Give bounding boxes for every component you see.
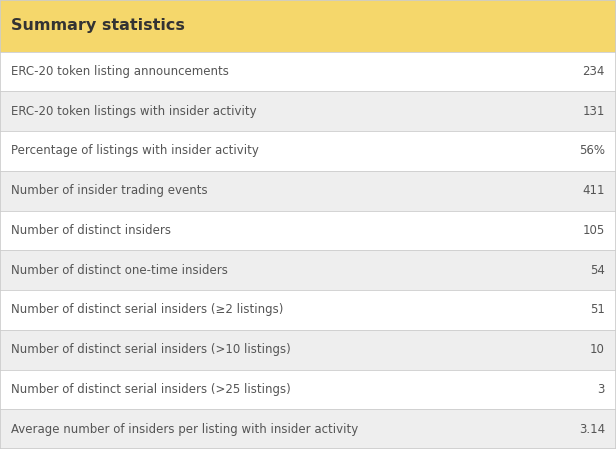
Text: ERC-20 token listing announcements: ERC-20 token listing announcements [11,65,229,78]
Text: 105: 105 [583,224,605,237]
Text: 56%: 56% [579,145,605,158]
Text: 234: 234 [583,65,605,78]
Text: 10: 10 [590,343,605,356]
Bar [0,171,616,211]
Text: Summary statistics: Summary statistics [11,18,185,33]
Text: ERC-20 token listings with insider activity: ERC-20 token listings with insider activ… [11,105,257,118]
Bar [0,92,616,131]
Text: Number of distinct serial insiders (>10 listings): Number of distinct serial insiders (>10 … [11,343,291,356]
Text: 3: 3 [598,383,605,396]
Bar [0,0,616,52]
Text: Number of distinct insiders: Number of distinct insiders [11,224,171,237]
Bar [0,251,616,290]
Text: 411: 411 [582,184,605,197]
Text: Average number of insiders per listing with insider activity: Average number of insiders per listing w… [11,423,359,436]
Bar [0,330,616,370]
Bar [0,211,616,251]
Text: Percentage of listings with insider activity: Percentage of listings with insider acti… [11,145,259,158]
Text: Number of insider trading events: Number of insider trading events [11,184,208,197]
Text: Number of distinct one-time insiders: Number of distinct one-time insiders [11,264,228,277]
Text: 51: 51 [590,304,605,317]
Text: Number of distinct serial insiders (>25 listings): Number of distinct serial insiders (>25 … [11,383,291,396]
Bar [0,52,616,92]
Text: 131: 131 [583,105,605,118]
Text: 54: 54 [590,264,605,277]
Bar [0,370,616,409]
Bar [0,290,616,330]
Text: Number of distinct serial insiders (≥2 listings): Number of distinct serial insiders (≥2 l… [11,304,283,317]
Text: 3.14: 3.14 [579,423,605,436]
Bar [0,409,616,449]
Bar [0,131,616,171]
